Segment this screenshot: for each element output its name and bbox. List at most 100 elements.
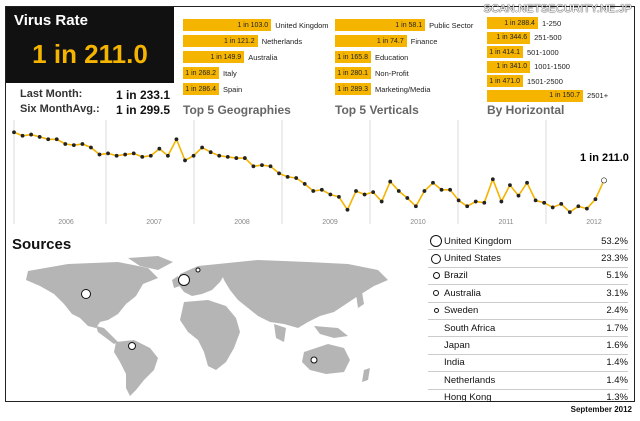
verticals-row: 1 in 289.3 Marketing/Media [335, 83, 430, 95]
data-point [54, 137, 59, 142]
data-point [439, 187, 444, 192]
source-percent: 2.4% [606, 305, 628, 317]
x-tick-label: 2007 [146, 219, 162, 226]
virus-rate-line-chart: 2006 2007 2008 2009 2010 2011 2012 1 in 211.0 [12, 120, 629, 226]
geographies-label: Australia [248, 52, 278, 62]
data-point [225, 155, 230, 159]
data-point [456, 198, 461, 203]
source-country: Brazil [444, 270, 468, 282]
source-percent: 1.3% [606, 392, 628, 404]
last-month-value: 1 in 233.1 [115, 88, 170, 102]
x-tick-label: 2008 [234, 219, 250, 226]
source-dot [428, 253, 444, 264]
data-point [567, 210, 572, 215]
geographies-row: 1 in 103.0 United Kingdom [183, 19, 329, 31]
circle-icon [433, 308, 439, 314]
verticals-label: Finance [410, 36, 438, 46]
geographies-label: United Kingdom [275, 20, 329, 30]
source-dot [428, 235, 444, 248]
data-point [277, 171, 281, 176]
horizontal-label: 2501+ [587, 91, 609, 100]
source-row: Brazil 5.1% [428, 268, 628, 286]
circle-icon [431, 253, 441, 264]
geographies-label: Spain [223, 84, 243, 94]
source-country: Netherlands [444, 374, 496, 386]
geographies-row: 1 in 121.2 Netherlands [183, 35, 302, 47]
x-tick-label: 2010 [410, 219, 426, 226]
source-country: South Africa [444, 322, 496, 334]
data-point [260, 163, 264, 168]
circle-icon [430, 235, 442, 248]
geographies-bar: 1 in 121.2 [183, 35, 258, 47]
six-month-value: 1 in 299.5 [115, 103, 170, 117]
horizontal-row: 1 in 288.4 1-250 [487, 17, 561, 29]
horizontal-row: 1 in 471.0 1501-2500 [487, 75, 563, 87]
source-country: Japan [444, 340, 470, 352]
data-point [285, 174, 290, 179]
data-point [533, 198, 538, 203]
source-percent: 53.2% [601, 235, 628, 247]
data-point [422, 189, 427, 193]
verticals-row: 1 in 165.8 Education [335, 51, 408, 63]
geographies-row: 1 in 268.2 Italy [183, 67, 237, 79]
data-point [242, 156, 247, 160]
data-point [490, 177, 495, 182]
x-tick-label: 2011 [498, 219, 513, 226]
verticals-bar: 1 in 280.1 [335, 67, 371, 79]
data-point [251, 164, 256, 169]
source-country: Sweden [444, 305, 479, 317]
data-point [208, 150, 213, 155]
virus-rate-panel: Virus Rate 1 in 211.0 [6, 7, 174, 83]
source-markers [81, 267, 318, 364]
source-row: Australia 3.1% [428, 285, 628, 303]
verticals-bar: 1 in 58.1 [335, 19, 426, 31]
data-point [362, 192, 367, 197]
source-percent: 5.1% [606, 270, 628, 282]
data-point [405, 196, 410, 200]
report-date: September 2012 [570, 405, 632, 414]
data-point [123, 152, 128, 157]
horizontal-label: 1-250 [541, 18, 562, 28]
data-point [12, 130, 16, 135]
horizontal-bar: 1 in 344.6 [487, 31, 531, 44]
horizontal-row: 1 in 344.6 251-500 [487, 31, 562, 44]
data-point [550, 205, 555, 210]
data-point [148, 153, 153, 158]
source-country: Australia [444, 287, 481, 299]
data-point [114, 153, 119, 158]
data-point [354, 189, 358, 193]
source-country: United Kingdom [444, 235, 512, 247]
source-row: Netherlands 1.4% [428, 372, 628, 390]
horizontal-row: 1 in 341.0 1001-1500 [487, 60, 570, 73]
x-tick-label: 2009 [322, 219, 338, 226]
data-point [601, 177, 607, 184]
world-map [26, 256, 388, 396]
data-point [396, 189, 401, 193]
virus-rate-title: Virus Rate [14, 12, 88, 29]
data-point [174, 137, 179, 142]
data-point [234, 156, 239, 160]
source-percent: 3.1% [606, 287, 628, 299]
source-percent: 1.6% [606, 340, 628, 352]
source-row: Sweden 2.4% [428, 303, 628, 320]
six-month-label: Six MonthAvg.: [20, 103, 100, 115]
data-point [559, 202, 564, 206]
horizontal-row: 1 in 414.1 501-1000 [487, 46, 559, 58]
data-point [448, 187, 452, 192]
geographies-row: 1 in 286.4 Spain [183, 83, 242, 95]
data-point [482, 200, 487, 205]
data-point [191, 153, 196, 158]
source-country: India [444, 357, 465, 369]
last-month-label: Last Month: [20, 88, 83, 100]
source-row: United Kingdom 53.2% [428, 233, 628, 251]
data-point [473, 199, 478, 204]
verticals-bar: 1 in 289.3 [335, 83, 371, 95]
source-row: India 1.4% [428, 355, 628, 373]
data-point [319, 187, 324, 192]
verticals-label: Public Sector [429, 20, 474, 30]
horizontal-bar: 1 in 414.1 [487, 46, 523, 58]
dashboard-frame [5, 6, 635, 402]
horizontal-bar: 1 in 471.0 [487, 75, 523, 87]
data-point [465, 204, 470, 209]
current-rate-label: 1 in 211.0 [580, 152, 629, 164]
